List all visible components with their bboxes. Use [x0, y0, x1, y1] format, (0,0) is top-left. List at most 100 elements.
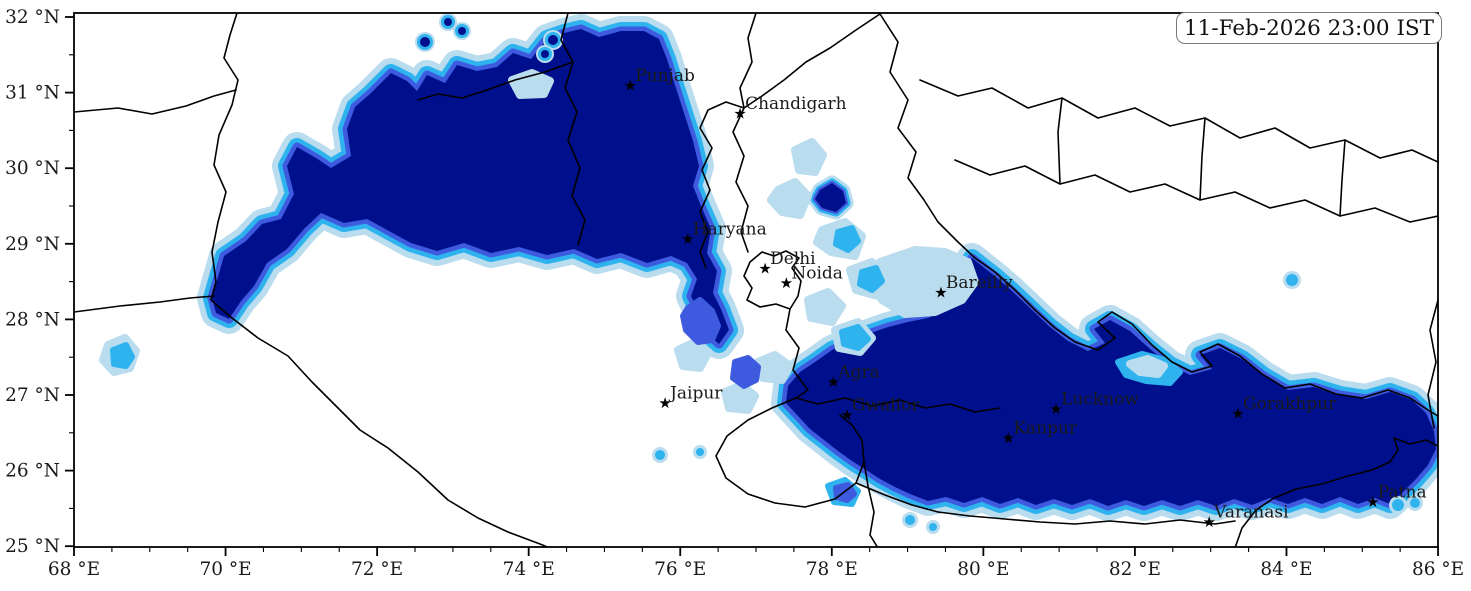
fog-patch [839, 324, 871, 351]
boundary-line [715, 397, 865, 508]
city-marker-star: ★ [1202, 513, 1215, 531]
boundary-line [954, 159, 1438, 223]
fog-layer [99, 13, 1438, 534]
boundary-line [919, 79, 1438, 163]
boundary-line [795, 397, 1001, 413]
city-marker-star: ★ [1049, 400, 1062, 418]
x-axis-tick-label: 68 °E [48, 559, 100, 580]
boundary-line [1427, 299, 1438, 429]
boundary-line [1057, 97, 1063, 185]
fog-patch [674, 338, 712, 372]
city-marker-star: ★ [780, 274, 793, 292]
fog-dot [1286, 274, 1298, 286]
fog-patch [110, 342, 135, 369]
city-marker-star: ★ [681, 230, 694, 248]
city-marker-star: ★ [1002, 429, 1015, 447]
fog-patch [791, 138, 827, 176]
fog-region-southeast-fog-mass [786, 258, 1436, 506]
boundary-line [732, 13, 757, 253]
boundaries-layer [74, 13, 1438, 547]
y-axis-tick-label: 32 °N [5, 7, 60, 28]
y-axis-tick-label: 25 °N [5, 536, 60, 557]
boundary-line [937, 511, 1236, 525]
boundary-line [417, 61, 574, 101]
city-marker-star: ★ [1366, 493, 1379, 511]
city-label: Kanpur [1013, 418, 1078, 438]
fog-dot [929, 523, 937, 531]
fog-patch [680, 297, 721, 345]
fog-patch [857, 265, 885, 293]
boundary-line [879, 13, 1438, 417]
fog-region-northwest-fog-mass [212, 29, 729, 344]
fog-patch [767, 178, 812, 219]
boundary-line [743, 13, 881, 109]
city-label: Varanasi [1213, 502, 1289, 522]
y-axis-tick-label: 26 °N [5, 461, 60, 482]
city-label: Patna [1378, 483, 1427, 503]
city-marker-star: ★ [733, 105, 746, 123]
city-label: Delhi [770, 249, 816, 269]
fog-dot [696, 448, 704, 456]
y-axis-tick-label: 28 °N [5, 309, 60, 330]
city-marker-star: ★ [758, 259, 771, 277]
city-label: Haryana [693, 220, 767, 240]
city-label: Jaipur [668, 384, 723, 404]
fog-patch [754, 351, 794, 384]
fog-patch [868, 246, 979, 318]
fog-dot [444, 18, 452, 26]
x-axis-tick-label: 78 °E [806, 559, 858, 580]
fog-dot [541, 50, 549, 58]
city-label: Agra [837, 362, 879, 382]
city-marker-star: ★ [658, 394, 671, 412]
fog-patch [833, 225, 861, 253]
boundary-line [210, 13, 550, 547]
y-axis-tick-label: 27 °N [5, 385, 60, 406]
city-marker-star: ★ [623, 77, 636, 95]
x-axis-tick-label: 70 °E [199, 559, 251, 580]
x-axis-tick-label: 84 °E [1260, 559, 1312, 580]
x-axis-tick-label: 76 °E [654, 559, 706, 580]
boundary-line [1393, 437, 1438, 447]
city-label: Bareilly [946, 273, 1013, 293]
y-axis-tick-label: 31 °N [5, 83, 60, 104]
city-label: Lucknow [1061, 390, 1139, 410]
fog-dot [1410, 498, 1420, 508]
fog-patch [1126, 355, 1168, 378]
cities-layer: ★Punjab★Chandigarh★Haryana★Delhi★Noida★B… [623, 66, 1426, 531]
boundary-line [1234, 437, 1399, 547]
fog-region-small-fog-cell [815, 183, 846, 212]
x-axis-tick-label: 86 °E [1412, 559, 1464, 580]
fog-dot [548, 35, 558, 45]
fog-patch [730, 355, 761, 389]
boundary-line [74, 89, 237, 115]
boundary-line [1199, 117, 1206, 201]
x-axis-tick-label: 82 °E [1109, 559, 1161, 580]
city-label: Gorakhpur [1243, 394, 1337, 414]
city-label: Chandigarh [745, 94, 847, 114]
y-axis-tick-label: 29 °N [5, 234, 60, 255]
x-axis-tick-label: 72 °E [351, 559, 403, 580]
fog-dot [905, 515, 915, 525]
boundary-line [699, 101, 745, 269]
city-marker-star: ★ [827, 373, 840, 391]
city-label: Punjab [635, 66, 695, 86]
city-marker-star: ★ [840, 406, 853, 424]
boundary-line [863, 461, 879, 547]
axes-layer: 68 °E 70 °E 72 °E 74 °E 76 °E 78 °E 80 °E 82 °E… [5, 7, 1464, 580]
x-axis-tick-label: 74 °E [503, 559, 555, 580]
fog-patch [804, 288, 846, 326]
fog-dot [458, 27, 466, 35]
boundary-line [560, 13, 586, 246]
city-label: Noida [791, 263, 843, 283]
fog-dot [655, 450, 665, 460]
fog-patch [721, 381, 759, 414]
city-marker-star: ★ [934, 284, 947, 302]
city-label: Gwalior [852, 396, 920, 416]
boundary-line [1339, 139, 1346, 217]
fog-dot [1392, 499, 1404, 511]
boundary-line [855, 482, 939, 513]
fog-dot [420, 37, 430, 47]
boundary-line [785, 308, 809, 399]
